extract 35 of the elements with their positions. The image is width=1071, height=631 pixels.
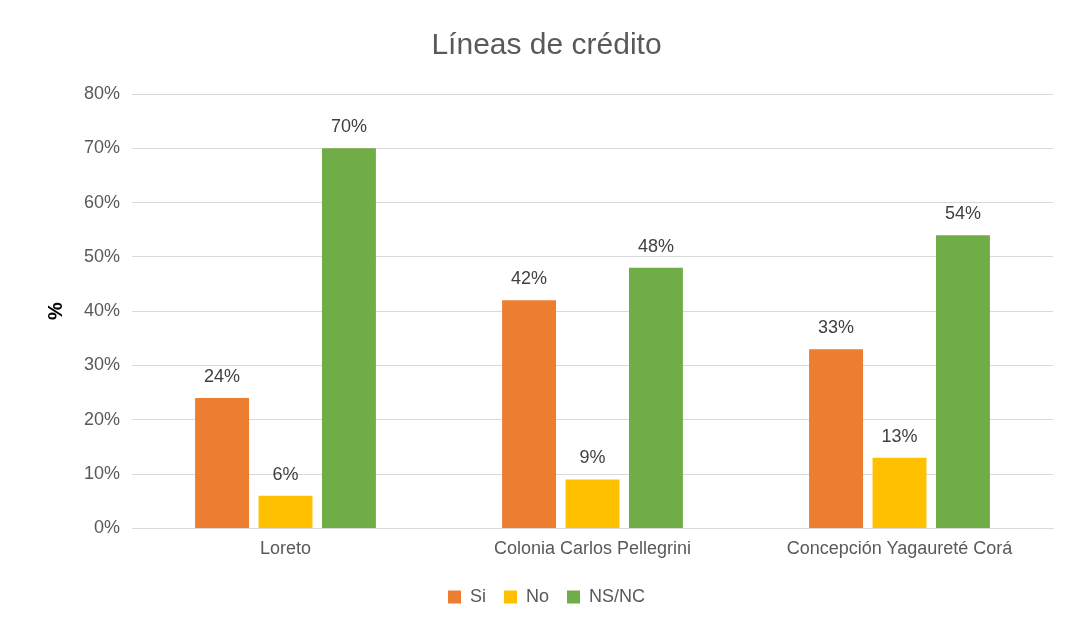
bar xyxy=(628,267,683,528)
bar xyxy=(195,398,250,528)
bar xyxy=(565,479,620,528)
legend-label: NS/NC xyxy=(589,585,646,606)
data-label: 13% xyxy=(881,425,918,446)
y-tick-label: 40% xyxy=(84,300,121,321)
bar xyxy=(809,349,864,528)
data-label: 24% xyxy=(204,366,241,387)
data-label: 42% xyxy=(511,268,548,289)
legend-label: Si xyxy=(469,585,487,606)
y-tick-label: 30% xyxy=(84,354,121,375)
bar xyxy=(322,148,376,528)
bar xyxy=(872,457,927,528)
chart-title: Líneas de crédito xyxy=(431,27,662,61)
y-tick-label: 50% xyxy=(84,245,121,266)
y-tick-label: 0% xyxy=(94,517,121,538)
legend-label: No xyxy=(526,585,550,606)
data-label: 33% xyxy=(818,317,855,338)
data-label: 48% xyxy=(637,235,674,256)
y-axis-title: % xyxy=(43,302,66,321)
data-label: 70% xyxy=(330,116,367,137)
bar xyxy=(502,300,557,528)
x-tick-label: Loreto xyxy=(260,538,312,559)
data-label: 9% xyxy=(579,447,606,468)
y-tick-label: 10% xyxy=(84,463,121,484)
bar xyxy=(258,495,313,528)
data-label: 54% xyxy=(944,203,981,224)
bar xyxy=(935,235,990,528)
y-tick-label: 60% xyxy=(84,191,121,212)
y-tick-label: 80% xyxy=(84,82,121,103)
x-tick-label: Colonia Carlos Pellegrini xyxy=(493,538,692,559)
data-label: 6% xyxy=(272,463,299,484)
y-tick-label: 20% xyxy=(84,408,121,429)
x-tick-label: Concepción Yagaureté Corá xyxy=(786,538,1014,559)
y-tick-label: 70% xyxy=(84,137,121,158)
